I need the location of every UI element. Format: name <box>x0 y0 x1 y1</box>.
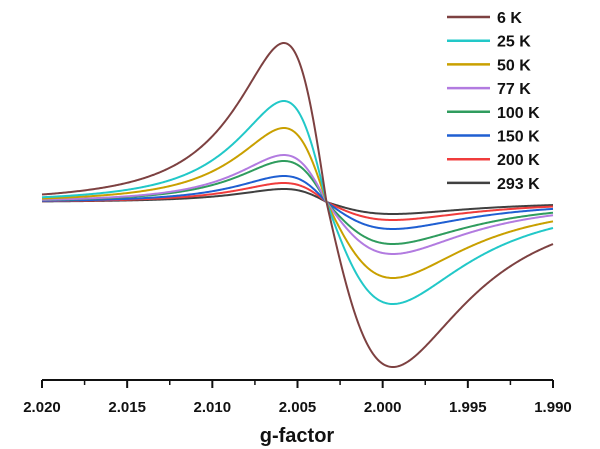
series-line-77k <box>41 153 554 256</box>
series-curves <box>41 41 554 369</box>
x-tick-label: 1.990 <box>534 399 572 416</box>
series-line-6k <box>41 41 554 369</box>
legend-label: 293 K <box>497 176 540 193</box>
x-axis-title: g-factor <box>260 425 335 447</box>
legend-item: 200 K <box>447 152 540 169</box>
legend-label: 25 K <box>497 34 531 51</box>
x-tick-label: 2.020 <box>23 399 61 416</box>
legend: 6 K 25 K 50 K 77 K 100 K 150 K 200 K 293 K <box>447 10 540 193</box>
x-tick-label: 1.995 <box>449 399 487 416</box>
legend-label: 100 K <box>497 105 540 122</box>
series-line-25k <box>41 99 554 306</box>
x-axis: 2.020 2.015 2.010 2.005 2.000 1.995 1.990 <box>23 379 572 416</box>
legend-label: 150 K <box>497 129 540 146</box>
legend-item: 293 K <box>447 176 540 193</box>
legend-label: 50 K <box>497 57 531 74</box>
legend-item: 100 K <box>447 105 540 122</box>
x-tick-label: 2.000 <box>364 399 402 416</box>
series-line-150k <box>41 174 554 230</box>
x-tick-label: 2.010 <box>194 399 232 416</box>
legend-item: 25 K <box>447 34 531 51</box>
x-tick-label: 2.005 <box>279 399 317 416</box>
legend-label: 6 K <box>497 10 522 27</box>
legend-item: 6 K <box>447 10 522 27</box>
legend-item: 77 K <box>447 81 531 98</box>
series-line-50k <box>41 126 554 280</box>
legend-item: 50 K <box>447 57 531 74</box>
legend-label: 200 K <box>497 152 540 169</box>
legend-item: 150 K <box>447 129 540 146</box>
legend-label: 77 K <box>497 81 531 98</box>
x-tick-label: 2.015 <box>108 399 146 416</box>
series-line-293k <box>41 188 554 215</box>
